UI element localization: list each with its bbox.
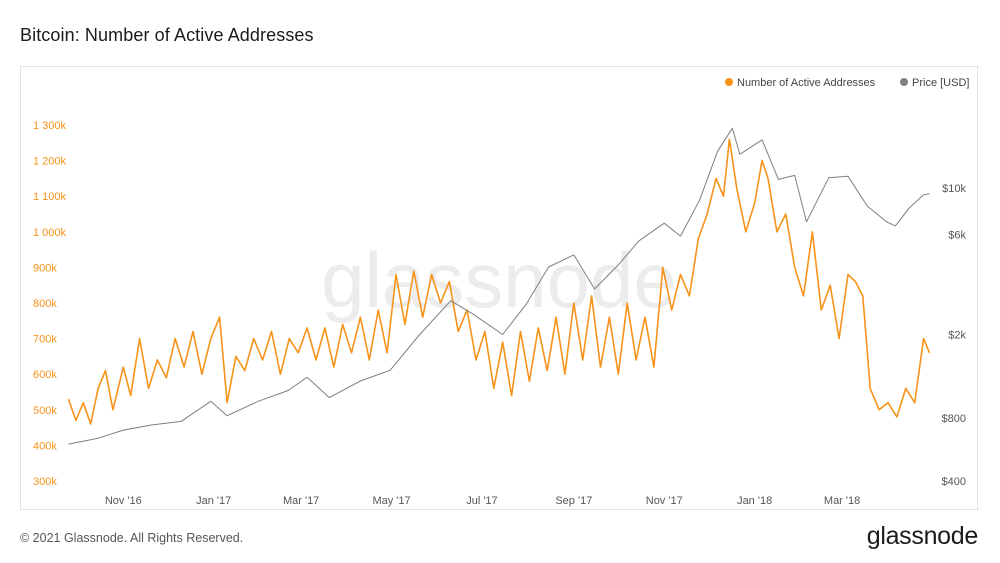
y-left-tick-label: 900k (33, 262, 57, 274)
page-title: Bitcoin: Number of Active Addresses (20, 25, 314, 45)
x-tick-label: May '17 (372, 495, 410, 507)
series-layer (67, 127, 931, 445)
y-left-tick-label: 300k (33, 476, 57, 488)
legend-label: Price [USD] (912, 77, 969, 89)
x-tick-label: Jan '18 (737, 495, 772, 507)
y-right-tick-label: $2k (948, 330, 966, 342)
left-axis: 300k 400k 500k 600k 700k 800k 900k 1 000k 1 100k… (33, 120, 67, 488)
y-left-tick-label: 1 000k (33, 227, 67, 239)
y-left-tick-label: 700k (33, 334, 57, 346)
y-right-tick-label: $800 (942, 413, 966, 425)
price-series-line (68, 127, 930, 445)
chart-frame: glassnode 300k 400k 500k 600k 700k 800k 900k 1 … (20, 66, 978, 510)
right-axis: $400 $800 $2k $6k $10k (942, 183, 967, 488)
x-tick-label: Sep '17 (555, 495, 592, 507)
x-tick-label: Nov '16 (105, 495, 142, 507)
x-tick-label: Mar '17 (283, 495, 319, 507)
y-left-tick-label: 1 300k (33, 120, 67, 132)
y-left-tick-label: 1 200k (33, 156, 67, 168)
legend: Number of Active Addresses Price [USD] (725, 77, 969, 89)
watermark: glassnode (321, 236, 677, 324)
x-tick-label: Mar '18 (824, 495, 860, 507)
x-axis: Nov '16 Jan '17 Mar '17 May '17 Jul '17 Sep '… (105, 495, 860, 507)
y-right-tick-label: $6k (948, 230, 966, 242)
y-right-tick-label: $10k (942, 183, 966, 195)
y-right-tick-label: $400 (942, 476, 966, 488)
footer-copyright: © 2021 Glassnode. All Rights Reserved. (20, 531, 244, 545)
chart-svg: glassnode 300k 400k 500k 600k 700k 800k 900k 1 … (33, 77, 969, 507)
footer-brand-logo[interactable]: glassnode (866, 522, 979, 550)
y-left-tick-label: 600k (33, 369, 57, 381)
legend-dot-icon (725, 78, 733, 86)
y-left-tick-label: 800k (33, 298, 57, 310)
x-tick-label: Jan '17 (196, 495, 231, 507)
legend-dot-icon (900, 78, 908, 86)
legend-item-price[interactable]: Price [USD] (900, 77, 969, 89)
y-left-tick-label: 500k (33, 405, 57, 417)
x-tick-label: Jul '17 (466, 495, 497, 507)
legend-item-active-addresses[interactable]: Number of Active Addresses (725, 77, 876, 89)
y-left-tick-label: 400k (33, 440, 57, 452)
y-left-tick-label: 1 100k (33, 191, 67, 203)
legend-label: Number of Active Addresses (737, 77, 876, 89)
x-tick-label: Nov '17 (646, 495, 683, 507)
active-addresses-series-line (67, 138, 931, 425)
